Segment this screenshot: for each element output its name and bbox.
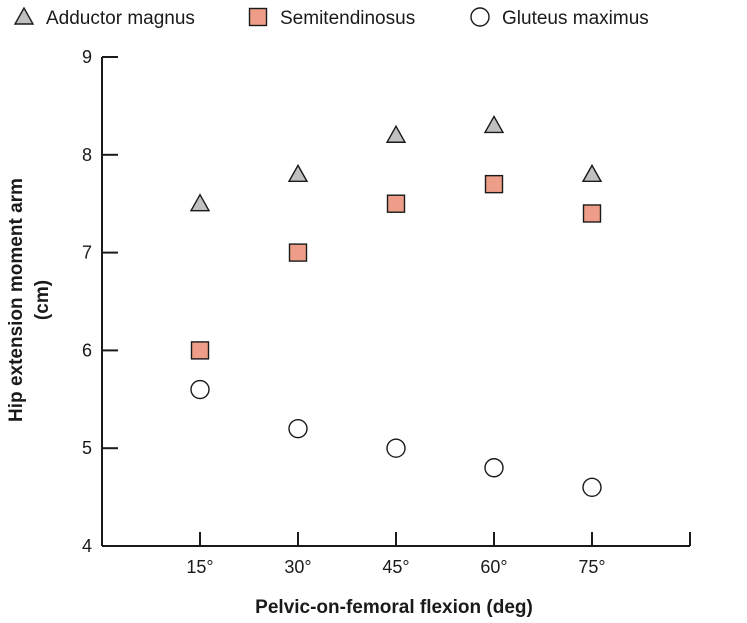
data-points	[189, 115, 603, 498]
y-tick-label: 5	[82, 438, 92, 458]
data-point-square	[484, 174, 504, 194]
x-tick-label: 15°	[186, 557, 213, 577]
x-tick-label: 45°	[382, 557, 409, 577]
x-axis-title: Pelvic-on-femoral flexion (deg)	[255, 597, 533, 618]
legend-label: Semitendinosus	[280, 8, 415, 29]
data-point-circle	[582, 477, 602, 498]
data-point-circle	[386, 438, 406, 458]
data-point-triangle	[385, 124, 407, 143]
legend-label: Adductor magnus	[46, 8, 195, 29]
y-tick-label: 4	[82, 536, 92, 556]
data-point-circle	[288, 418, 308, 439]
legend-marker-triangle	[13, 6, 35, 25]
ticks: 4 5 6 7 8 9 15° 30° 45° 60° 75°	[82, 47, 691, 577]
data-point-triangle	[483, 115, 505, 134]
legend-item: Semitendinosus	[248, 7, 415, 29]
data-point-square	[288, 243, 308, 262]
data-point-circle	[484, 458, 504, 478]
legend: Adductor magnus Semitendinosus Gluteus max…	[13, 6, 649, 29]
data-point-circle	[190, 379, 210, 400]
y-axis-title: Hip extension moment arm	[6, 178, 27, 422]
legend-label: Gluteus maximus	[502, 8, 649, 29]
data-point-square	[386, 194, 406, 213]
data-point-square	[582, 204, 602, 223]
data-point-square	[190, 341, 210, 360]
y-tick-label: 9	[82, 47, 92, 67]
legend-marker-square	[248, 7, 268, 27]
legend-marker-circle	[470, 7, 490, 27]
legend-item: Gluteus maximus	[470, 7, 649, 29]
x-tick-label: 30°	[284, 557, 311, 577]
data-point-triangle	[287, 163, 309, 183]
y-axis-unit: (cm)	[32, 280, 53, 320]
data-point-triangle	[581, 163, 603, 183]
legend-item: Adductor magnus	[13, 6, 195, 29]
y-tick-label: 8	[82, 145, 92, 165]
x-tick-label: 75°	[578, 557, 605, 577]
y-tick-label: 7	[82, 243, 92, 263]
data-point-triangle	[189, 193, 211, 212]
y-tick-label: 6	[82, 340, 92, 360]
x-tick-label: 60°	[480, 557, 507, 577]
